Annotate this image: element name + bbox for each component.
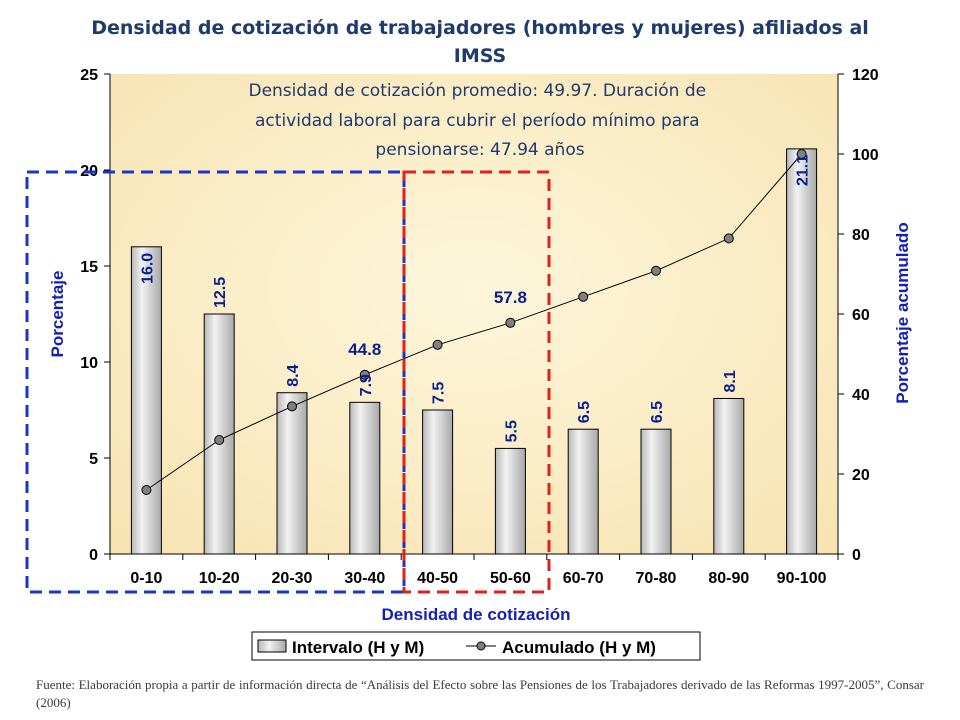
bar-data-label: 8.1 <box>722 370 739 392</box>
bar-data-label: 21.1 <box>795 155 812 186</box>
bar-data-label: 5.5 <box>503 420 520 442</box>
x-tick-label: 10-20 <box>199 570 240 587</box>
bar <box>786 148 818 555</box>
source-note: Fuente: Elaboración propia a partir de i… <box>36 677 924 710</box>
left-tick-label: 10 <box>80 355 98 372</box>
right-tick-label: 60 <box>852 307 870 324</box>
bar-data-label: 12.5 <box>212 277 229 308</box>
right-tick-label: 120 <box>852 67 879 84</box>
x-axis-title: Densidad de cotización <box>382 605 571 624</box>
bar-data-labels: 16.0 12.5 8.4 7.9 7.5 5.5 6.5 6.5 8.1 21.1 <box>139 155 811 443</box>
line-data-label: 44.8 <box>348 340 381 359</box>
left-tick-label: 25 <box>80 67 98 84</box>
cumulative-line <box>146 153 802 491</box>
legend-line-marker <box>476 641 486 651</box>
x-tick-label: 70-80 <box>636 570 677 587</box>
bar-data-label: 16.0 <box>139 253 156 284</box>
line-point <box>651 265 661 276</box>
line-point <box>796 149 807 159</box>
bar <box>422 409 454 555</box>
bar <box>276 392 308 555</box>
line-point <box>505 317 516 328</box>
y2-axis-title: Porcentaje acumulado <box>893 222 912 403</box>
right-tick-label: 0 <box>852 547 861 564</box>
red-highlight-box <box>402 170 551 594</box>
bar <box>203 313 235 555</box>
x-tick-label: 90-100 <box>777 570 827 587</box>
x-tick-label: 50-60 <box>490 570 531 587</box>
line-point <box>432 339 443 350</box>
left-tick-label: 15 <box>80 259 98 276</box>
x-axis: 0-10 10-20 20-30 30-40 40-50 50-60 60-70 70-80 8… <box>109 553 839 587</box>
bar <box>640 428 672 555</box>
line-data-labels: 44.8 57.8 <box>348 288 527 359</box>
bar <box>130 246 162 555</box>
line-point <box>723 233 734 244</box>
x-tick-label: 80-90 <box>708 570 749 587</box>
bar <box>567 428 599 555</box>
line-series <box>141 149 807 495</box>
line-data-label: 57.8 <box>494 288 527 307</box>
bar-data-label: 6.5 <box>576 401 593 423</box>
legend: Intervalo (H y M) Acumulado (H y M) <box>251 631 701 661</box>
legend-label-bars: Intervalo (H y M) <box>292 638 424 657</box>
bar <box>349 401 381 555</box>
x-tick-label: 40-50 <box>417 570 458 587</box>
line-point <box>214 435 225 445</box>
x-tick-label: 20-30 <box>272 570 313 587</box>
x-tick-label: 30-40 <box>344 570 385 587</box>
y-axis-title: Porcentaje <box>48 271 67 358</box>
bar-data-label: 7.9 <box>358 374 375 396</box>
chart: 0 5 10 15 20 25 0 20 40 60 80 100 120 0-10 10-20 20-3… <box>25 67 912 661</box>
right-tick-label: 80 <box>852 227 870 244</box>
legend-label-line: Acumulado (H y M) <box>502 638 656 657</box>
annotation-text: Densidad de cotización promedio: 49.97. … <box>248 81 711 160</box>
line-point <box>287 401 297 412</box>
chart-title: Densidad de cotización de trabajadores (… <box>91 17 869 67</box>
line-point <box>359 369 370 380</box>
left-tick-label: 5 <box>89 451 98 468</box>
bar-series <box>130 148 818 555</box>
bar-data-label: 7.5 <box>431 382 448 404</box>
x-tick-label: 0-10 <box>130 570 162 587</box>
line-point <box>578 291 589 302</box>
bar-data-label: 8.4 <box>285 364 302 386</box>
right-y-axis: 0 20 40 60 80 100 120 <box>837 67 879 564</box>
line-point <box>141 485 152 495</box>
left-tick-label: 0 <box>89 547 98 564</box>
right-tick-label: 40 <box>852 387 870 404</box>
x-tick-label: 60-70 <box>563 570 604 587</box>
right-tick-label: 100 <box>852 147 879 164</box>
legend-bar-swatch <box>257 639 287 653</box>
right-tick-label: 20 <box>852 467 870 484</box>
bar-data-label: 6.5 <box>649 401 666 423</box>
bar <box>713 397 745 555</box>
bar <box>494 447 526 555</box>
